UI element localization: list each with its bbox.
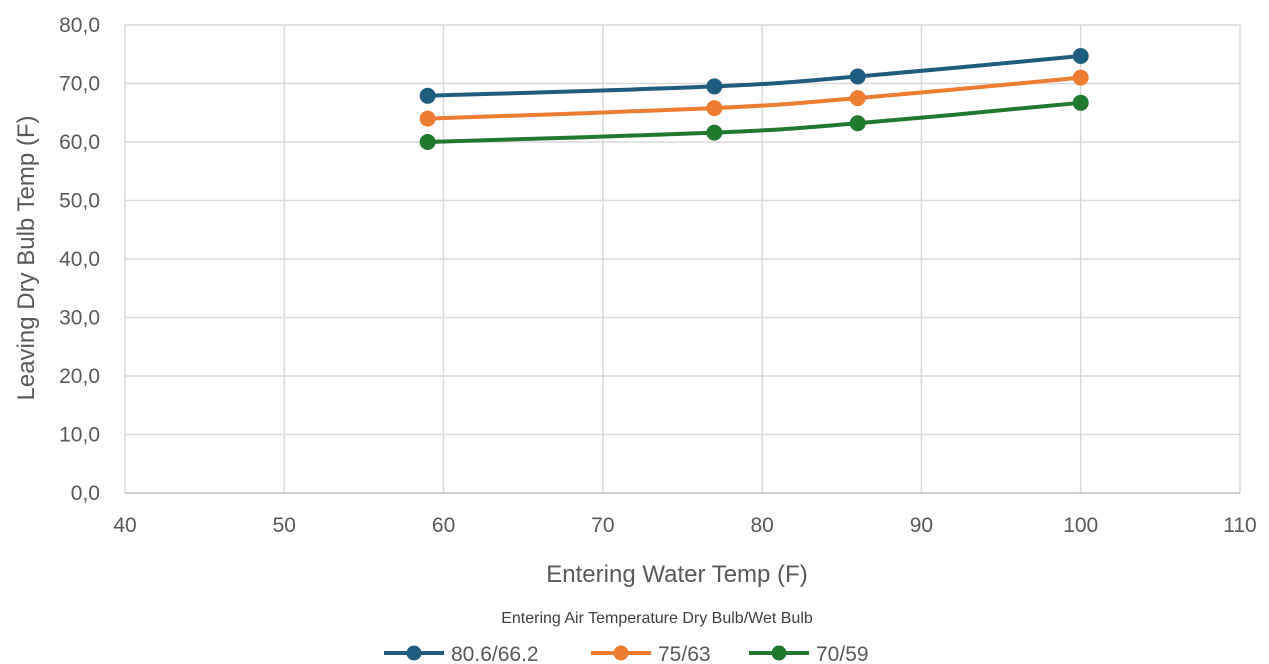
legend-marker (613, 645, 629, 661)
y-tick-label: 80,0 (59, 14, 100, 37)
y-tick-labels: 0,0 10,0 20,0 30,0 40,0 50,0 60,0 70,0 80,0 (59, 14, 100, 505)
data-point (419, 134, 436, 150)
legend-item-3: 70/59 (749, 643, 869, 664)
x-tick-label: 70 (591, 514, 614, 537)
x-tick-labels: 40 50 60 70 80 90 100 110 (113, 514, 1256, 537)
y-tick-label: 0,0 (71, 482, 100, 505)
series-group (419, 48, 1089, 150)
data-point (706, 124, 723, 141)
gridlines (125, 24, 1241, 493)
y-axis-title: Leaving Dry Bulb Temp (F) (13, 116, 40, 401)
data-point (706, 78, 723, 95)
axes (124, 25, 1240, 494)
series-1 (419, 48, 1089, 104)
x-tick-label: 90 (910, 514, 933, 537)
y-tick-label: 40,0 (59, 248, 100, 271)
data-point (419, 87, 436, 104)
legend-label: 80.6/66.2 (451, 643, 539, 664)
y-tick-label: 20,0 (59, 365, 100, 388)
series-line (425, 75, 1083, 121)
y-tick-label: 10,0 (59, 424, 100, 447)
legend-item-2: 75/63 (591, 643, 711, 664)
legend-marker (406, 645, 422, 661)
y-tick-label: 30,0 (59, 307, 100, 330)
data-point (849, 115, 866, 132)
legend: 80.6/66.2 75/63 70/59 (384, 643, 869, 664)
y-tick-label: 70,0 (59, 73, 100, 96)
x-axis-title: Entering Water Temp (F) (546, 561, 807, 588)
x-tick-label: 100 (1063, 514, 1098, 537)
series-2 (419, 69, 1089, 127)
y-tick-label: 60,0 (59, 131, 100, 154)
legend-title: Entering Air Temperature Dry Bulb/Wet Bu… (501, 610, 813, 627)
x-tick-label: 110 (1223, 514, 1256, 537)
x-tick-label: 80 (750, 514, 773, 537)
legend-label: 70/59 (816, 643, 869, 664)
y-tick-label: 50,0 (59, 190, 100, 213)
series-line (425, 100, 1083, 144)
x-tick-label: 50 (273, 514, 296, 537)
series-line (425, 54, 1083, 98)
data-point (419, 110, 436, 127)
data-point (1072, 48, 1089, 65)
series-3 (419, 94, 1089, 150)
data-point (706, 100, 723, 117)
x-tick-label: 60 (432, 514, 455, 537)
data-point (1072, 69, 1089, 86)
legend-item-1: 80.6/66.2 (384, 643, 539, 664)
data-point (1072, 94, 1089, 111)
legend-label: 75/63 (658, 643, 711, 664)
legend-marker (771, 645, 787, 661)
x-tick-label: 40 (113, 514, 136, 537)
data-point (849, 68, 866, 85)
data-point (849, 90, 866, 107)
